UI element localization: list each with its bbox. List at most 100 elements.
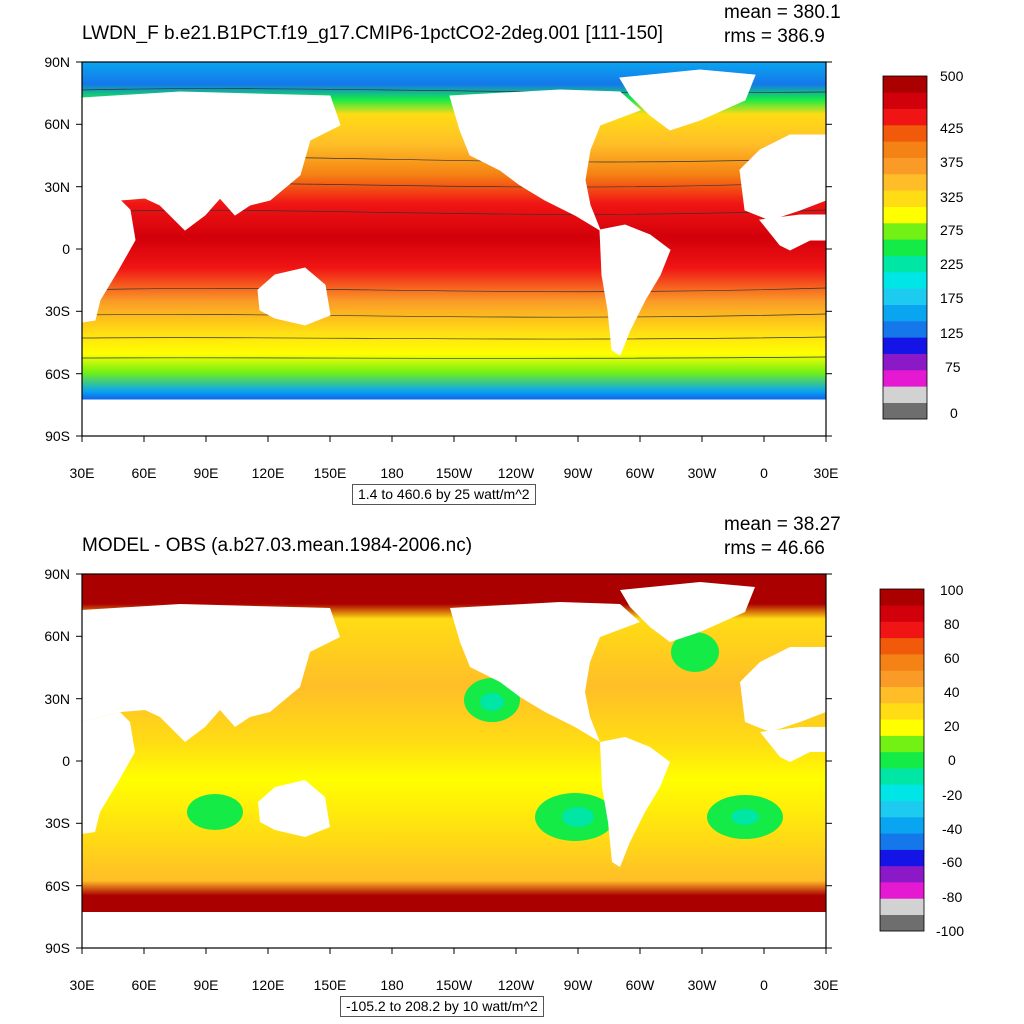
colorbar-labels: -100 -80 -60 -40 -20 0 20 40 60 80 100 (936, 582, 964, 939)
lat-label: 90N (44, 54, 70, 70)
lon-label: 0 (760, 977, 768, 993)
colorbar-swatch (883, 304, 927, 322)
land-south-america (600, 737, 670, 867)
colorbar-label: 0 (948, 752, 956, 768)
anomaly-patch-indian (187, 794, 243, 830)
anomaly-patches (187, 632, 783, 841)
colorbar-label: -40 (942, 821, 962, 837)
colorbar-swatch (883, 141, 927, 158)
contour-info-caption: -105.2 to 208.2 by 10 watt/m^2 (340, 996, 544, 1018)
colorbar-swatch (880, 719, 924, 736)
colorbar-swatch (880, 637, 924, 655)
lon-label: 150E (314, 977, 347, 993)
colorbar-swatch (880, 670, 924, 688)
colorbar-swatch (883, 386, 927, 403)
land-australia (258, 780, 330, 837)
map-title: MODEL - OBS (a.b27.03.mean.1984-2006.nc) (82, 535, 473, 556)
lon-label: 30E (70, 977, 95, 993)
lon-label: 60E (132, 465, 157, 481)
lon-label: 0 (760, 465, 768, 481)
colorbar-label: 100 (940, 582, 964, 598)
colorbar-label: 40 (944, 684, 960, 700)
lon-label: 120E (252, 977, 285, 993)
colorbar-swatch (883, 239, 927, 256)
colorbar-label: -60 (942, 854, 962, 870)
map-figure: 90N 60N 30N 0 30S 60S 90S 30E 60E (44, 566, 964, 993)
anomaly-patch-spacific-core (562, 807, 594, 827)
lon-label: 150E (314, 465, 347, 481)
mean-stat: mean = 380.1 (724, 2, 841, 23)
lat-axis: 90N 60N 30N 0 30S 60S 90S (44, 566, 832, 956)
map-panel-bottom: MODEL - OBS (a.b27.03.mean.1984-2006.nc)… (0, 512, 1024, 1024)
colorbar-swatch (883, 223, 927, 240)
colorbar-label: 325 (940, 189, 964, 205)
colorbar-swatch (880, 768, 924, 785)
lon-label: 120W (498, 977, 535, 993)
colorbar-label: 75 (945, 359, 961, 375)
lat-label: 30S (45, 815, 70, 831)
colorbar-swatch (883, 174, 927, 191)
lon-label: 150W (436, 465, 473, 481)
colorbar-swatch (880, 654, 924, 671)
lat-label: 90N (44, 566, 70, 582)
colorbar-label: 0 (950, 405, 958, 421)
lon-label: 60W (626, 465, 656, 481)
lon-label: 180 (380, 977, 404, 993)
map-panel-top: LWDN_F b.e21.B1PCT.f19_g17.CMIP6-1pctCO2… (44, 2, 964, 506)
colorbar-swatch (883, 288, 927, 305)
colorbar-swatch (880, 703, 924, 720)
lat-label: 0 (62, 753, 70, 769)
colorbar-swatch (883, 76, 927, 93)
colorbar-swatch (880, 605, 924, 622)
land-antarctica (82, 912, 826, 948)
colorbar-swatch (883, 370, 927, 387)
mean-stat: mean = 38.27 (724, 514, 841, 535)
land-europe-east (740, 647, 826, 732)
lon-label: 90W (564, 977, 594, 993)
land-greenland (619, 69, 756, 131)
lon-ticks (81, 436, 827, 442)
colorbar-swatch (883, 402, 927, 420)
map-figure: 90N 60N 30N 0 30S 60S 90S 30E 60E (44, 54, 964, 481)
lon-axis: 30E 60E 90E 120E 150E 180 150W 120W 90W … (70, 436, 838, 481)
colorbar-swatch (883, 353, 927, 371)
lon-label: 120W (498, 465, 535, 481)
land-greenland (620, 582, 755, 642)
anomaly-patch-npacific-core (480, 693, 504, 711)
colorbar-swatch (880, 800, 924, 818)
colorbar: 0 75 125 175 225 275 325 375 425 500 (882, 68, 964, 421)
lon-axis: 30E 60E 90E 120E 150E 180 150W 120W 90W … (70, 948, 838, 993)
land-antarctica (81, 399, 827, 437)
colorbar-label: 275 (940, 222, 964, 238)
lat-label: 90S (45, 428, 70, 444)
lon-label: 30W (688, 465, 718, 481)
colorbar-swatch (883, 157, 927, 175)
colorbar-swatch (880, 686, 924, 704)
colorbar-label: -80 (942, 889, 962, 905)
colorbar-swatch (880, 817, 924, 834)
colorbar-swatch (880, 751, 924, 769)
colorbar-label: 375 (940, 154, 964, 170)
colorbar-swatch (880, 914, 924, 932)
lon-label: 90W (564, 465, 594, 481)
lat-label: 30N (44, 179, 70, 195)
colorbar-swatch (880, 589, 924, 606)
lat-label: 30S (45, 303, 70, 319)
lat-label: 30N (44, 691, 70, 707)
land-north-america (449, 89, 641, 232)
lat-label: 0 (62, 241, 70, 257)
lat-label: 60N (44, 628, 70, 644)
colorbar-swatch (883, 272, 927, 289)
colorbar-label: 500 (940, 68, 964, 84)
colorbar-swatch (880, 735, 924, 753)
land-south-america (599, 224, 671, 356)
lat-label: 60S (45, 366, 70, 382)
lat-axis: 90N 60N 30N 0 30S 60S 90S (44, 54, 832, 444)
colorbar-swatch (880, 898, 924, 916)
lon-label: 120E (252, 465, 285, 481)
lon-label: 60E (132, 977, 157, 993)
colorbar-swatch (880, 621, 924, 639)
land-eurasia (82, 604, 340, 742)
map-title: LWDN_F b.e21.B1PCT.f19_g17.CMIP6-1pctCO2… (82, 23, 663, 44)
colorbar-label: 60 (944, 650, 960, 666)
